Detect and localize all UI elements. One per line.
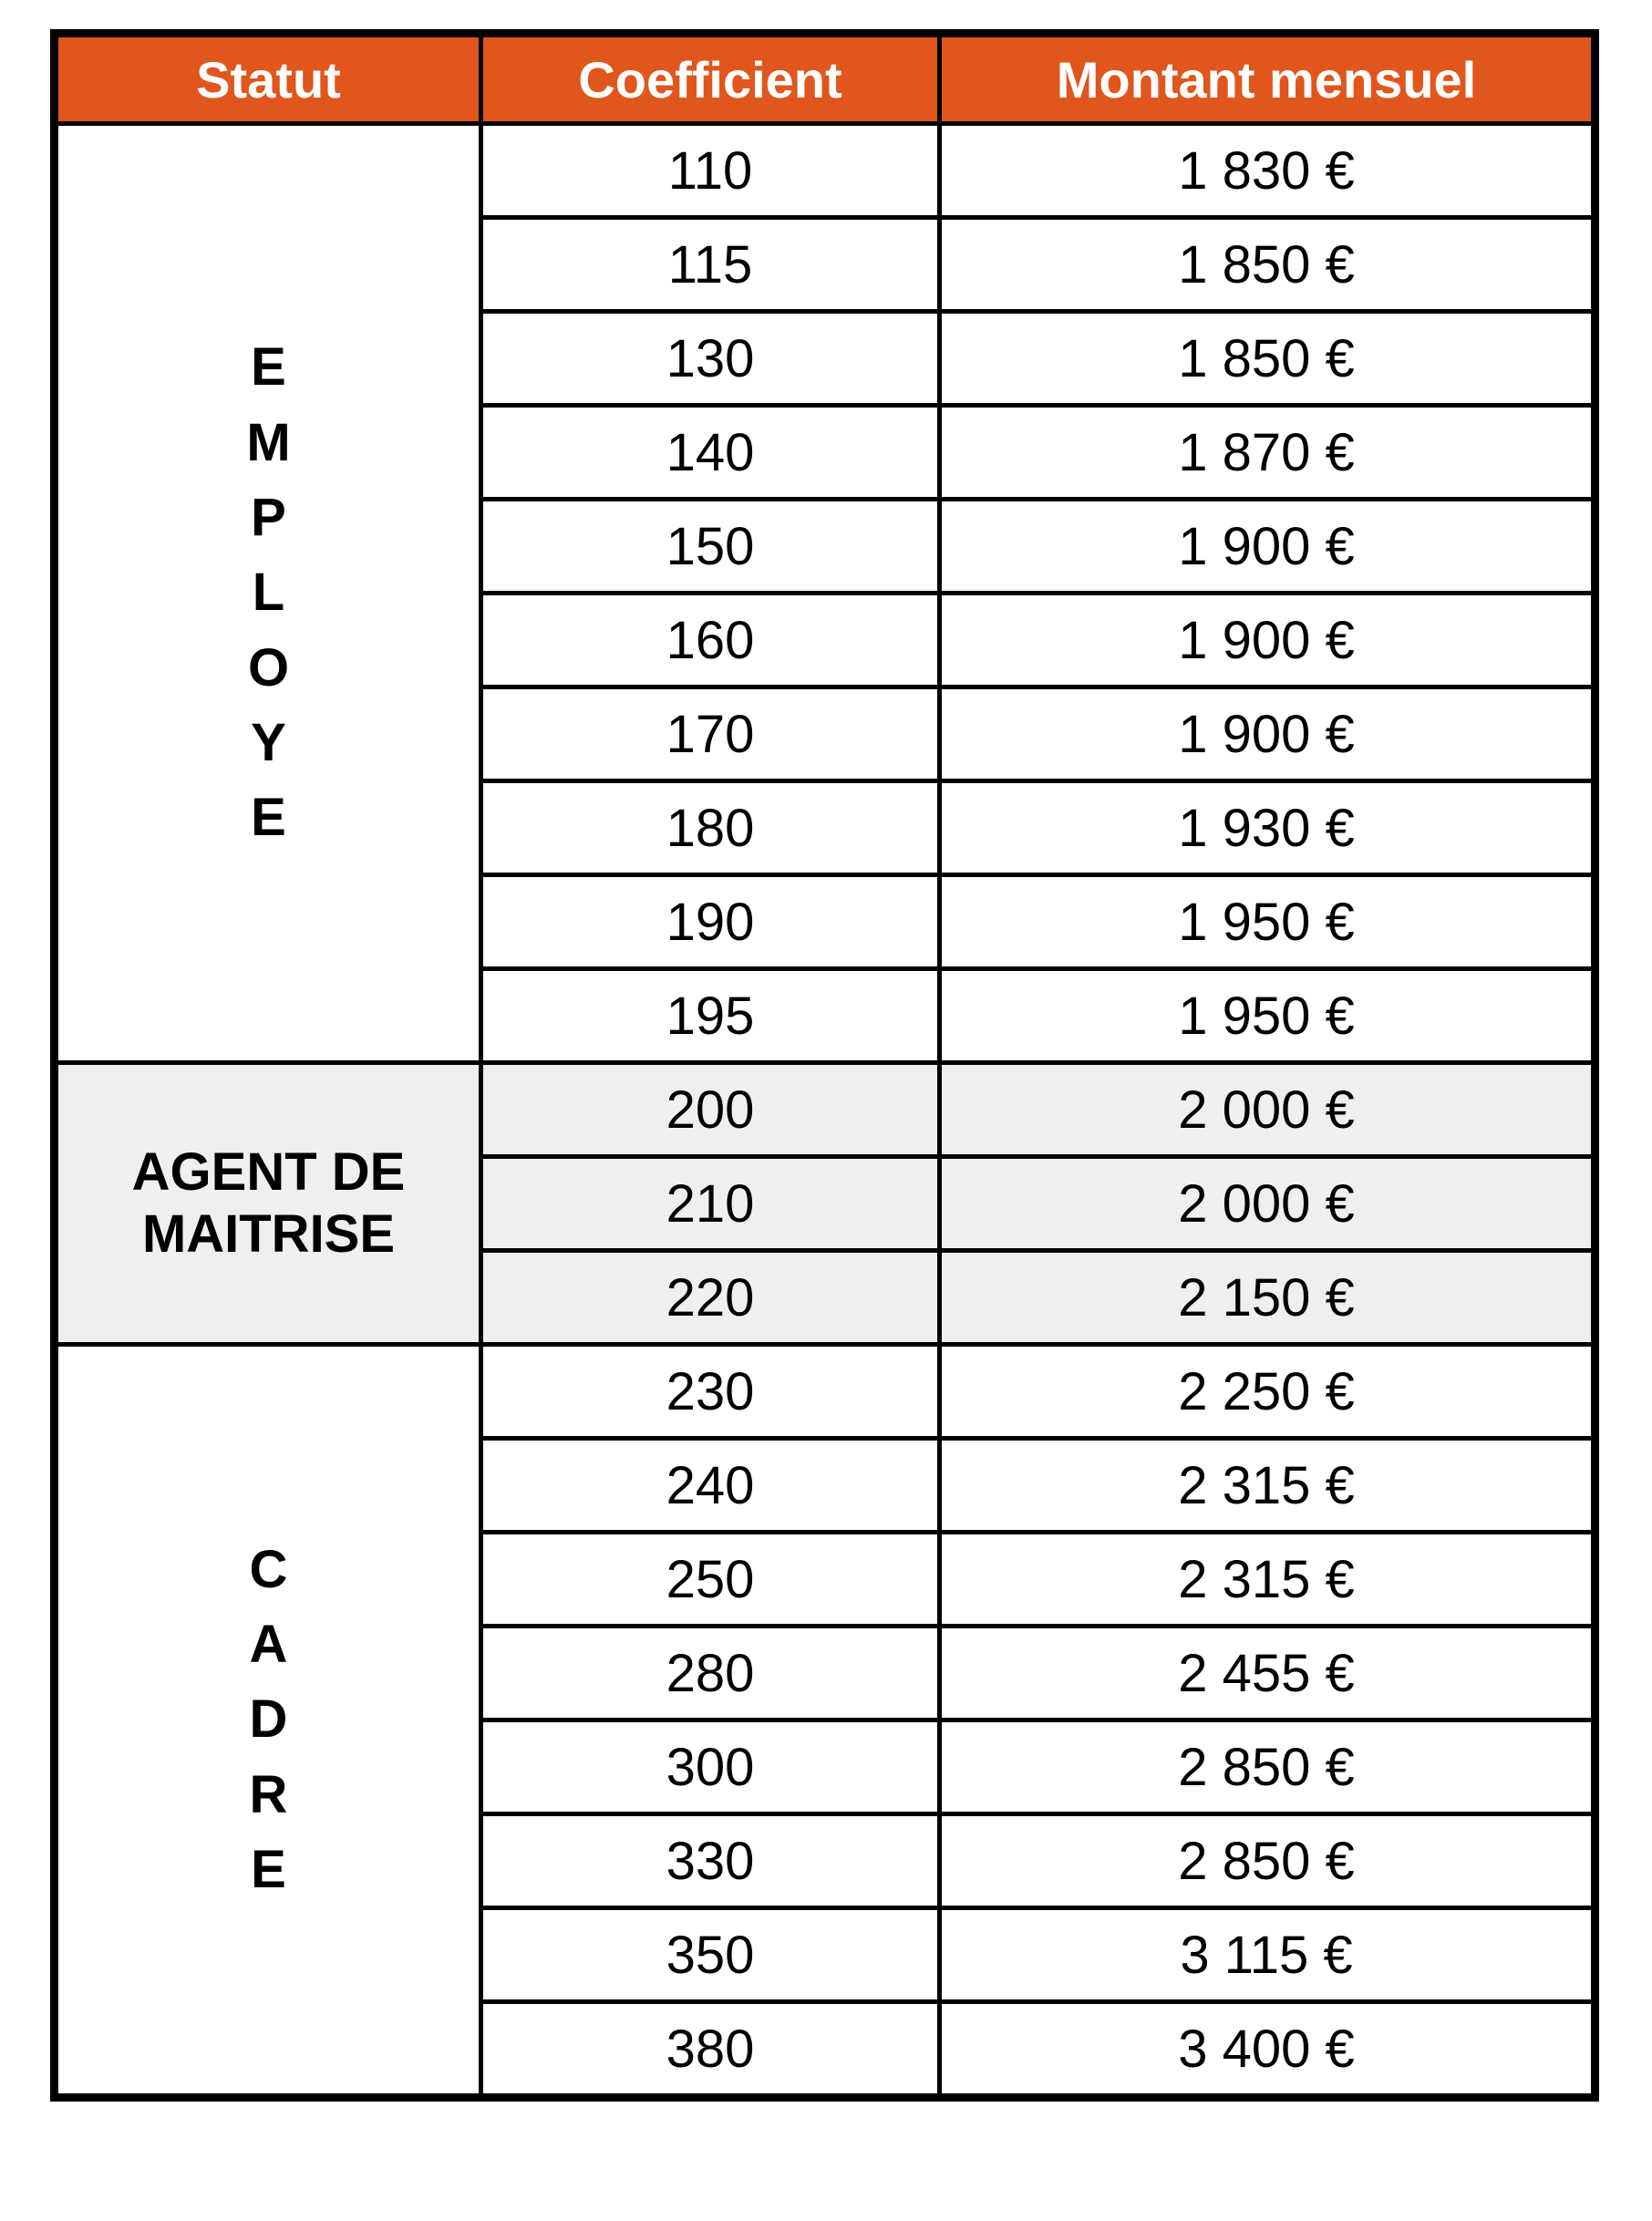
montant-cell: 1 950 €: [937, 966, 1597, 1065]
table-row: 350 3 115 €: [55, 1906, 1597, 2004]
coefficient-cell: 180: [479, 779, 942, 877]
table-row: 170 1 900 €: [55, 685, 1597, 783]
coefficient-cell: 220: [479, 1248, 942, 1347]
table-row: CADRE 230 2 250 €: [52, 1342, 1597, 2100]
header-coefficient: Coefficient: [479, 31, 942, 126]
montant-cell: 1 830 €: [937, 121, 1597, 220]
montant-cell: 3 400 €: [937, 1999, 1597, 2100]
coefficient-cell: 150: [479, 497, 942, 595]
table-row: 195 1 950 €: [55, 966, 1597, 1065]
montant-cell: 1 950 €: [937, 873, 1597, 971]
table-row: 240 2 315 €: [55, 1436, 1597, 1534]
remuneration-table: Statut Coefficient Montant mensuel EMPLO…: [50, 29, 1599, 2102]
montant-cell: 1 850 €: [937, 215, 1597, 314]
coefficient-cell: 380: [479, 1999, 942, 2100]
coefficient-cell: 230: [479, 1342, 942, 1441]
table-row: 130 1 850 €: [55, 309, 1597, 408]
coefficient-cell: 110: [479, 121, 942, 220]
header-statut: Statut: [52, 31, 483, 126]
coefficient-cell: 200: [479, 1060, 942, 1159]
coefficient-cell: 130: [479, 309, 942, 408]
statut-cadre-label: CADRE: [249, 1539, 288, 1900]
montant-cell: 1 900 €: [937, 685, 1597, 783]
table-row: EMPLOYE 110 1 830 €: [52, 121, 1597, 1065]
montant-cell: 2 455 €: [937, 1624, 1597, 1722]
montant-cell: 2 315 €: [937, 1530, 1597, 1628]
montant-cell: 3 115 €: [937, 1906, 1597, 2004]
coefficient-cell: 195: [479, 966, 942, 1065]
coefficient-cell: 240: [479, 1436, 942, 1534]
montant-cell: 2 315 €: [937, 1436, 1597, 1534]
montant-cell: 2 250 €: [937, 1342, 1597, 1441]
table-row: AGENT DE MAITRISE 200 2 000 €: [52, 1060, 1597, 1347]
header-row: Statut Coefficient Montant mensuel: [52, 31, 1597, 126]
coefficient-cell: 115: [479, 215, 942, 314]
table-row: 160 1 900 €: [55, 591, 1597, 689]
coefficient-cell: 280: [479, 1624, 942, 1722]
montant-cell: 1 900 €: [937, 497, 1597, 595]
montant-cell: 2 150 €: [937, 1248, 1597, 1347]
montant-cell: 1 850 €: [937, 309, 1597, 408]
table-row: 280 2 455 €: [55, 1624, 1597, 1722]
coefficient-cell: 160: [479, 591, 942, 689]
table-row: 210 2 000 €: [55, 1154, 1597, 1253]
table-row: 115 1 850 €: [55, 215, 1597, 314]
table-row: 140 1 870 €: [55, 403, 1597, 501]
coefficient-cell: 140: [479, 403, 942, 501]
coefficient-cell: 350: [479, 1906, 942, 2004]
montant-cell: 2 000 €: [937, 1154, 1597, 1253]
table-row: 300 2 850 €: [55, 1718, 1597, 1816]
montant-cell: 2 000 €: [937, 1060, 1597, 1159]
table-row: 190 1 950 €: [55, 873, 1597, 971]
coefficient-cell: 300: [479, 1718, 942, 1816]
montant-cell: 1 900 €: [937, 591, 1597, 689]
table-row: 250 2 315 €: [55, 1530, 1597, 1628]
coefficient-cell: 190: [479, 873, 942, 971]
table-row: 220 2 150 €: [55, 1248, 1597, 1347]
montant-cell: 2 850 €: [937, 1718, 1597, 1816]
table-row: 180 1 930 €: [55, 779, 1597, 877]
coefficient-cell: 210: [479, 1154, 942, 1253]
montant-cell: 1 870 €: [937, 403, 1597, 501]
coefficient-cell: 330: [479, 1812, 942, 1910]
table-row: 150 1 900 €: [55, 497, 1597, 595]
montant-cell: 1 930 €: [937, 779, 1597, 877]
header-montant-mensuel: Montant mensuel: [937, 31, 1597, 126]
table-row: 330 2 850 €: [55, 1812, 1597, 1910]
statut-cadre-cell: CADRE: [52, 1342, 483, 2100]
statut-agent-de-maitrise-label: AGENT DE MAITRISE: [131, 1141, 406, 1264]
statut-agent-de-maitrise-cell: AGENT DE MAITRISE: [52, 1060, 483, 1347]
table-row: 380 3 400 €: [55, 1999, 1597, 2100]
coefficient-cell: 250: [479, 1530, 942, 1628]
montant-cell: 2 850 €: [937, 1812, 1597, 1910]
statut-employe-cell: EMPLOYE: [52, 121, 483, 1065]
statut-employe-label: EMPLOYE: [246, 337, 291, 848]
coefficient-cell: 170: [479, 685, 942, 783]
